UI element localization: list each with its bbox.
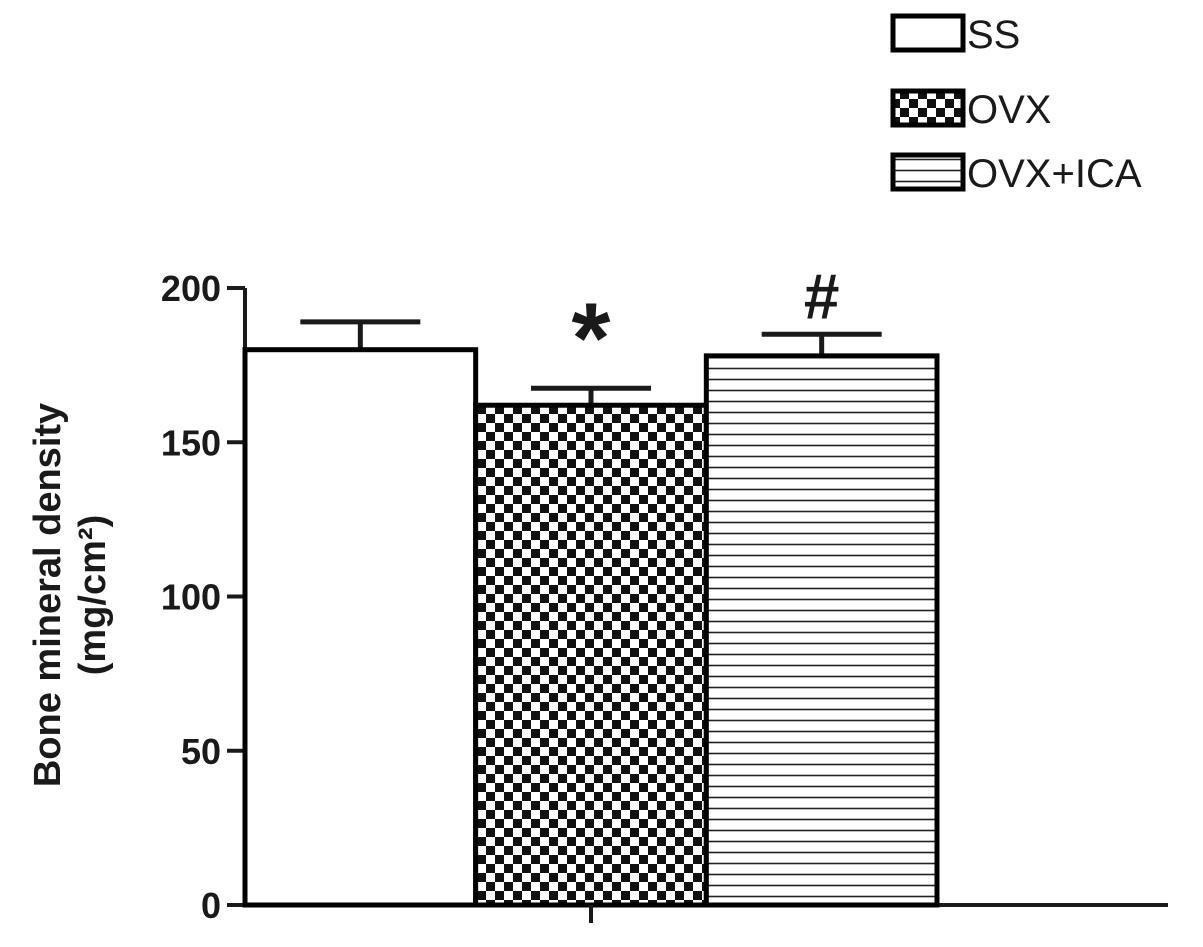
y-tick-label: 0 [201,885,221,926]
legend-swatch [890,88,966,128]
y-axis-label-line: (mg/cm²) [72,515,114,675]
legend-label: OVX+ICA [967,152,1142,196]
bar [242,347,479,908]
bar [473,402,709,908]
y-tick-label: 200 [161,268,221,309]
y-tick-label: 100 [161,577,221,618]
y-axis-label: Bone mineral density (mg/cm²) [27,403,114,787]
y-tick-label: 50 [181,731,221,772]
significance-mark: # [804,260,840,332]
legend-label: SS [967,13,1020,57]
legend-swatch [890,152,966,192]
significance-mark: * [572,282,611,394]
legend-label: OVX [967,88,1051,132]
legend-swatch [890,13,966,53]
y-tick-label: 150 [161,422,221,463]
y-axis-label-line: Bone mineral density [27,403,69,787]
bar [703,353,940,908]
